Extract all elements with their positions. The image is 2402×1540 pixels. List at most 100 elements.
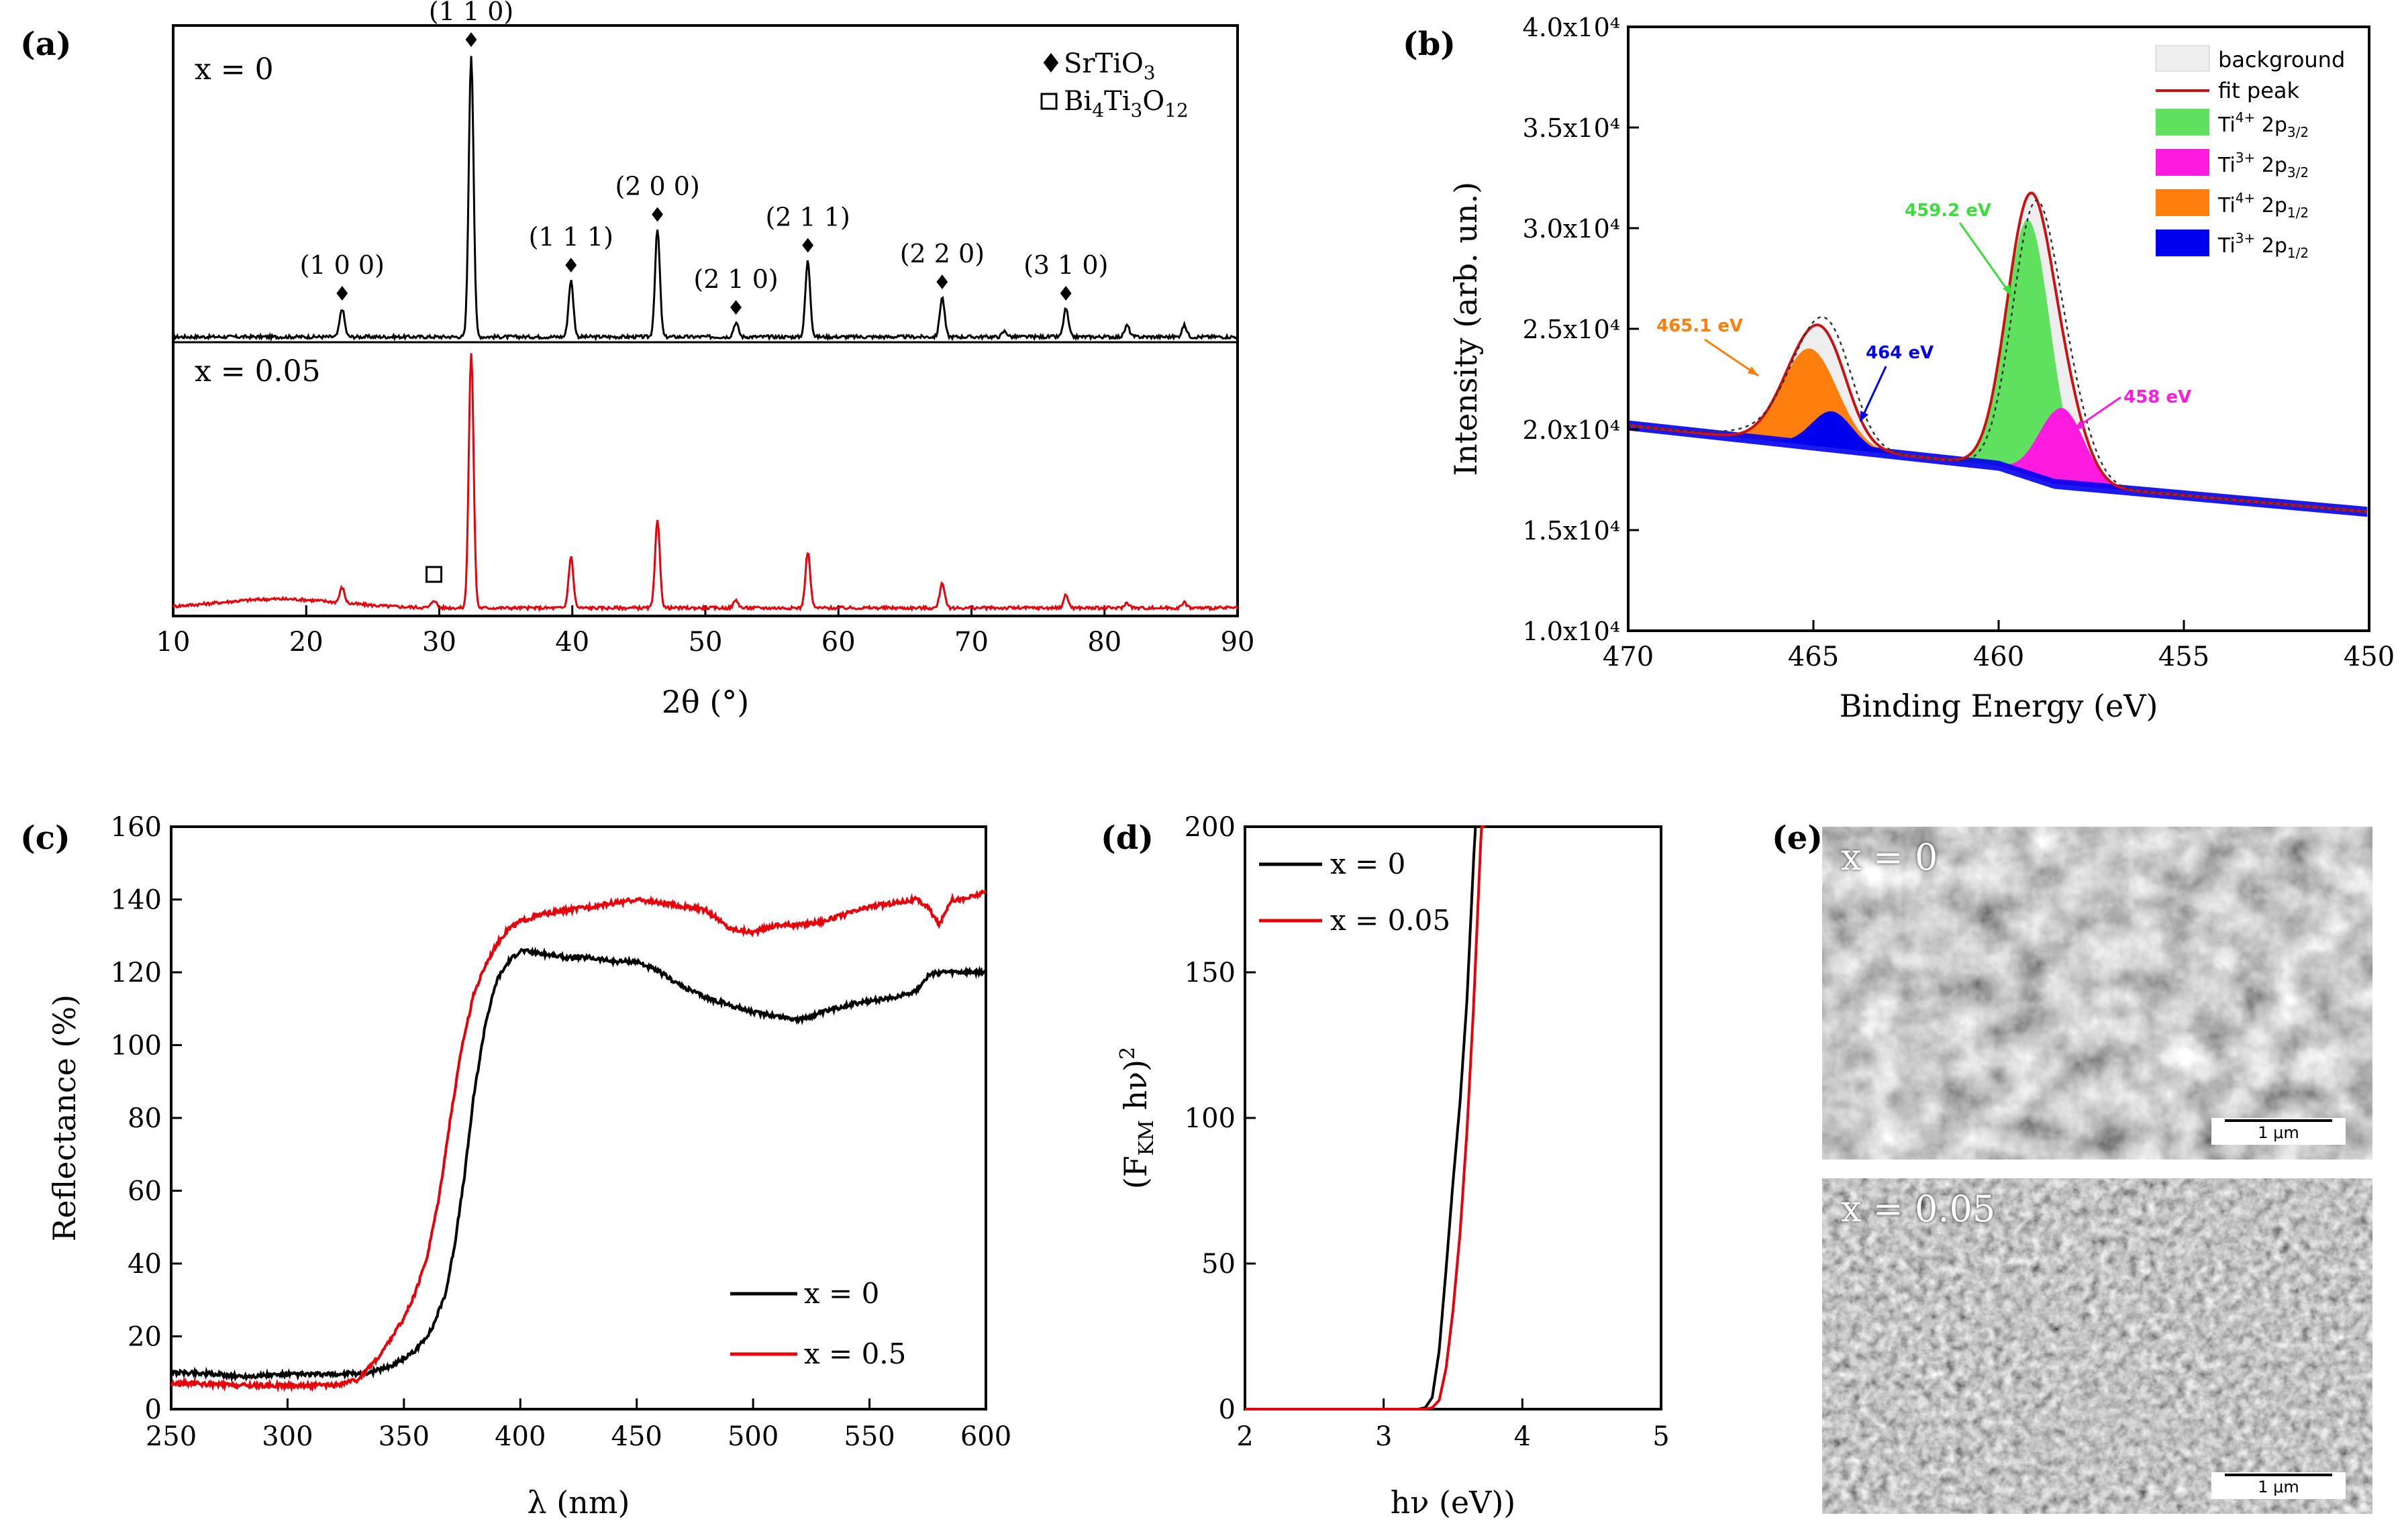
xps-annot-arrowhead-464 — [1860, 411, 1868, 421]
reflectance-y-tick-label: 20 — [128, 1322, 162, 1353]
sem-top-scalebar: 1 μm — [2211, 1118, 2346, 1145]
tauc-legend-x0: x = 0 — [1330, 848, 1405, 880]
xrd-x-tick-label: 70 — [954, 627, 989, 658]
sem-top-scalebar-label: 1 μm — [2258, 1123, 2299, 1142]
xrd-peak-marker: ♦ — [727, 297, 745, 320]
sem-bottom-scalebar-label: 1 μm — [2258, 1478, 2299, 1496]
xps-plot-frame — [1627, 25, 2370, 632]
xps-annot-arrow-4592 — [1958, 222, 2013, 297]
xps-component-area — [1628, 411, 2368, 512]
xrd-x-tick-label: 50 — [689, 627, 723, 658]
xrd-label-bottom: x = 0.05 — [195, 354, 321, 389]
tauc-y-tick-label: 0 — [1219, 1394, 1236, 1425]
xrd-x-axis-label: 2θ (°) — [662, 684, 749, 720]
xrd-peak-marker: ♦ — [462, 29, 481, 52]
xrd-legend-symbol-2 — [1040, 93, 1058, 110]
tauc-y-tick-label: 150 — [1185, 958, 1236, 988]
reflectance-legend-x05: x = 0.5 — [804, 1337, 906, 1370]
sem-bottom-scalebar: 1 μm — [2211, 1472, 2346, 1499]
sem-top-overlay: x = 0 1 μm — [1822, 827, 2372, 1160]
xrd-peak-label: (1 0 0) — [300, 250, 385, 280]
xps-annot-4651: 465.1 eV — [1656, 316, 1743, 336]
xps-x-axis-label: Binding Energy (eV) — [1840, 688, 2158, 724]
reflectance-x-tick-label: 450 — [611, 1421, 662, 1452]
panel-label-e: (e) — [1772, 819, 1823, 857]
xrd-x-tick-label: 20 — [289, 627, 323, 658]
xps-component-area — [1628, 219, 2368, 512]
reflectance-y-axis-label: Reflectance (%) — [46, 994, 83, 1241]
sem-top-texture — [1822, 827, 2372, 1160]
xrd-peak-label: (2 0 0) — [615, 171, 699, 201]
xps-annot-arrow-464 — [1859, 366, 1887, 422]
xps-y-tick-label: 3.0x10⁴ — [1523, 214, 1620, 244]
tauc-legend-x005: x = 0.05 — [1330, 904, 1450, 937]
xrd-x-tick-label: 40 — [555, 627, 589, 658]
xps-legend-fit: fit peak — [2218, 78, 2299, 103]
tauc-x-tick-label: 2 — [1236, 1421, 1253, 1452]
xps-legend-background: background — [2218, 47, 2345, 72]
tauc-y-tick-label: 200 — [1185, 812, 1236, 843]
reflectance-legend: x = 0 x = 0.5 — [730, 1277, 906, 1370]
tauc-x-tick-label: 5 — [1652, 1421, 1669, 1452]
xrd-label-top: x = 0 — [195, 52, 274, 87]
xps-x-tick-label: 455 — [2158, 641, 2209, 672]
xrd-peak-marker: ♦ — [333, 283, 351, 306]
reflectance-x-tick-label: 550 — [844, 1421, 895, 1452]
xps-legend-swatch-ti4-1-2 — [2156, 189, 2209, 216]
xps-y-tick-label: 4.0x10⁴ — [1523, 13, 1620, 42]
xrd-peak-label: (3 1 0) — [1023, 250, 1108, 280]
tauc-series-line — [1245, 825, 1485, 1410]
xps-y-axis-label: Intensity (arb. un.) — [1448, 182, 1484, 476]
xrd-legend-symbol-1: ♦ — [1039, 48, 1063, 79]
xrd-legend: ♦ SrTiO3 Bi4Ti3O12 — [1039, 48, 1189, 121]
tauc-x-axis-label: hν (eV)) — [1391, 1484, 1516, 1521]
xrd-series-line — [172, 56, 1239, 342]
xrd-peak-marker: ♦ — [933, 271, 951, 295]
xrd-peak-marker: ♦ — [648, 203, 666, 227]
reflectance-x-tick-label: 400 — [495, 1421, 546, 1452]
xrd-peak-label: (1 1 1) — [529, 222, 613, 252]
sem-image-bottom — [1822, 1178, 2372, 1514]
xps-y-tick-label: 2.5x10⁴ — [1523, 315, 1620, 344]
xrd-chart: 10 20 30 40 50 60 70 80 90 ♦(1 0 0)♦(1 1 0)♦(1 1… — [156, 0, 1255, 720]
xps-x-tick-label: 450 — [2344, 641, 2395, 672]
reflectance-y-tick-label: 80 — [128, 1103, 162, 1134]
tauc-legend: x = 0 x = 0.05 — [1259, 848, 1450, 937]
xps-annotations: 459.2 eV 465.1 eV 464 eV 458 eV — [1656, 201, 2191, 431]
xps-annot-arrow-4651 — [1704, 338, 1759, 377]
xrd-x-tick-label: 10 — [156, 627, 191, 658]
xrd-legend-bi4ti3o12: Bi4Ti3O12 — [1064, 86, 1189, 121]
xps-annot-arrowhead-4592 — [2003, 285, 2012, 297]
xps-chart: 470 465 460 455 450 1.0x10⁴ 1.5x10⁴ 2.0x10⁴ 2.5x… — [1448, 13, 2395, 724]
xps-baseline-band — [1628, 420, 2368, 517]
sem-bottom-scalebar-line — [2225, 1474, 2332, 1476]
reflectance-y-tick-label: 0 — [145, 1394, 162, 1425]
xrd-peak-label: (2 1 1) — [765, 203, 850, 232]
xps-legend-swatch-ti3-1-2 — [2156, 229, 2209, 256]
xps-legend-swatch-ti4-3-2 — [2156, 109, 2209, 136]
reflectance-series-line — [170, 946, 987, 1383]
xps-y-tick-label: 1.5x10⁴ — [1523, 516, 1620, 546]
xps-legend-ti4-2p12: Ti4+ 2p1/2 — [2217, 190, 2309, 221]
xps-experimental-line — [1628, 199, 2368, 513]
xps-legend-ti3-2p32: Ti3+ 2p3/2 — [2217, 150, 2309, 181]
xrd-peak-marker: ♦ — [562, 254, 580, 278]
panel-label-c: (c) — [20, 819, 70, 857]
tauc-x-tick-label: 4 — [1514, 1421, 1531, 1452]
xps-y-tick-label: 3.5x10⁴ — [1523, 113, 1620, 143]
xrd-series-line — [172, 353, 1239, 613]
xps-annot-arrowhead-4651 — [1748, 366, 1758, 376]
xps-component-area — [1628, 348, 2368, 512]
reflectance-x-tick-label: 600 — [960, 1421, 1011, 1452]
reflectance-x-axis-label: λ (nm) — [528, 1484, 630, 1521]
xrd-peak-label: (2 2 0) — [900, 239, 985, 268]
xps-y-tick-label: 1.0x10⁴ — [1523, 617, 1620, 646]
panel-label-d: (d) — [1101, 819, 1154, 857]
xps-annot-458: 458 eV — [2123, 387, 2191, 407]
reflectance-y-tick-label: 60 — [128, 1176, 162, 1207]
xps-y-tick-label: 2.0x10⁴ — [1523, 415, 1620, 445]
xrd-impurity-marker — [426, 566, 443, 583]
reflectance-y-tick-label: 40 — [128, 1249, 162, 1280]
